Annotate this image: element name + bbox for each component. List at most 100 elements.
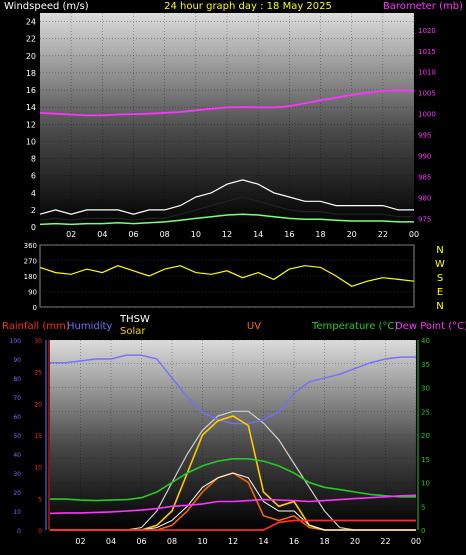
humidity-tick-label: 80 bbox=[13, 376, 21, 383]
wind-x-tick-label: 02 bbox=[66, 230, 76, 239]
barometer-tick-label: 1000 bbox=[418, 111, 436, 119]
dewpoint-line bbox=[49, 494, 417, 515]
rainfall-tick-label: 5 bbox=[38, 496, 42, 503]
direction-panel-series bbox=[39, 265, 415, 287]
rainfall-tick-label: 25 bbox=[34, 370, 42, 377]
barometer-tick-label: 1010 bbox=[418, 69, 436, 77]
compass-label: S bbox=[437, 273, 443, 284]
humidity-tick-label: 70 bbox=[13, 395, 21, 402]
barometer-tick-label: 985 bbox=[418, 174, 431, 182]
rainfall-axis-label: Rainfall (mm) bbox=[2, 321, 70, 332]
humidity-tick-labels: 0 10 20 30 40 50 60 70 80 90 100 bbox=[10, 338, 22, 535]
humidity-line bbox=[50, 354, 416, 425]
temperature-axis-label: Temperature (°C) bbox=[311, 321, 398, 332]
temperature-x-tick-label: 18 bbox=[319, 537, 329, 546]
windspeed-line bbox=[39, 196, 414, 221]
humidity-tick-label: 50 bbox=[13, 433, 21, 440]
wind-panel-series bbox=[39, 89, 415, 226]
rainfall-tick-labels: 0 5 10 15 20 25 30 bbox=[34, 338, 42, 535]
humidity-tick-label: 10 bbox=[13, 509, 21, 516]
wind-x-tick-label: 00 bbox=[409, 230, 419, 239]
humidity-tick-label: 30 bbox=[13, 471, 21, 478]
wind-panel-background bbox=[40, 13, 414, 227]
windspeed-tick-label: 8 bbox=[31, 155, 36, 164]
temperature-panel-grid bbox=[50, 339, 417, 531]
wind-x-tick-label: 06 bbox=[128, 230, 138, 239]
temperature-x-tick-label: 14 bbox=[258, 537, 268, 546]
direction-tick-label: 90 bbox=[28, 289, 37, 297]
temperature-tick-label: 0 bbox=[421, 527, 425, 535]
direction-tick-label: 180 bbox=[24, 273, 37, 281]
temperature-x-tick-label: 02 bbox=[75, 537, 85, 546]
wind-x-tick-label: 16 bbox=[284, 230, 294, 239]
wind-x-tick-label: 04 bbox=[97, 230, 107, 239]
windspeed-tick-label: 16 bbox=[26, 86, 36, 95]
humidity-tick-label: 40 bbox=[13, 452, 21, 459]
temperature-tick-label: 10 bbox=[421, 480, 430, 488]
wind-average-line bbox=[39, 213, 414, 226]
humidity-tick-label: 90 bbox=[13, 357, 21, 364]
graph-title: 24 hour graph day : 18 May 2025 bbox=[164, 1, 332, 12]
compass-label: N bbox=[436, 301, 443, 312]
temperature-tick-label: 25 bbox=[421, 408, 430, 416]
temperature-tick-label: 15 bbox=[421, 456, 430, 464]
barometer-tick-label: 1020 bbox=[418, 27, 436, 35]
windspeed-tick-label: 10 bbox=[26, 137, 36, 146]
barometer-tick-label: 975 bbox=[418, 216, 431, 224]
temperature-x-tick-label: 04 bbox=[106, 537, 116, 546]
windspeed-tick-label: 2 bbox=[31, 206, 36, 215]
windspeed-axis-label: Windspeed (m/s) bbox=[4, 1, 89, 12]
thsw-label: THSW bbox=[119, 314, 150, 325]
humidity-tick-label: 20 bbox=[13, 490, 21, 497]
temperature-tick-label: 30 bbox=[421, 385, 430, 393]
rainfall-tick-label: 30 bbox=[34, 338, 42, 345]
wind-x-tick-label: 18 bbox=[315, 230, 325, 239]
humidity-axis-label: Humidity bbox=[67, 321, 112, 332]
windspeed-tick-label: 0 bbox=[31, 223, 36, 232]
wind-x-tick-label: 14 bbox=[253, 230, 263, 239]
humidity-tick-label: 0 bbox=[17, 528, 21, 535]
rainfall-tick-label: 20 bbox=[34, 401, 42, 408]
compass-label: N bbox=[436, 245, 443, 256]
temperature-tick-label: 20 bbox=[421, 432, 430, 440]
windspeed-tick-label: 6 bbox=[31, 172, 36, 181]
temperature-x-tick-label: 12 bbox=[228, 537, 238, 546]
humidity-tick-label: 100 bbox=[10, 338, 22, 345]
temperature-x-tick-label: 10 bbox=[197, 537, 207, 546]
windspeed-tick-label: 14 bbox=[26, 103, 36, 112]
barometer-tick-labels: 975 980 985 990 995 1000 1005 1010 1015 1020 bbox=[418, 27, 436, 224]
temperature-tick-label: 5 bbox=[421, 503, 425, 511]
wind-panel-x-tick-labels: 02 04 06 08 10 12 14 16 18 20 22 00 bbox=[66, 230, 419, 239]
barometer-line bbox=[39, 89, 415, 117]
temperature-panel-x-tick-labels: 02 04 06 08 10 12 14 16 18 20 22 00 bbox=[75, 537, 421, 546]
direction-tick-labels: 0 90 180 270 360 bbox=[24, 242, 37, 312]
dewpoint-axis-label: Dew Point (°C) bbox=[395, 321, 466, 332]
temperature-x-tick-label: 22 bbox=[380, 537, 390, 546]
uv-label: UV bbox=[247, 321, 261, 332]
temperature-tick-label: 35 bbox=[421, 361, 430, 369]
wind-x-tick-label: 12 bbox=[222, 230, 232, 239]
barometer-axis-label: Barometer (mb) bbox=[383, 1, 463, 12]
solar-label: Solar bbox=[120, 326, 146, 337]
barometer-tick-label: 995 bbox=[418, 132, 431, 140]
compass-label: W bbox=[435, 259, 445, 270]
rainfall-tick-label: 15 bbox=[34, 433, 42, 440]
wind-x-tick-label: 10 bbox=[191, 230, 201, 239]
temperature-x-tick-label: 16 bbox=[289, 537, 299, 546]
windspeed-tick-label: 22 bbox=[26, 35, 36, 44]
windspeed-tick-label: 18 bbox=[26, 69, 36, 78]
temperature-tick-labels: 0 5 10 15 20 25 30 35 40 bbox=[421, 337, 430, 535]
wind-x-tick-label: 08 bbox=[160, 230, 170, 239]
barometer-tick-label: 1015 bbox=[418, 48, 436, 56]
windspeed-tick-label: 12 bbox=[26, 120, 36, 129]
direction-tick-label: 270 bbox=[24, 258, 37, 266]
temperature-tick-label: 40 bbox=[421, 337, 430, 345]
direction-tick-label: 360 bbox=[24, 242, 37, 250]
windspeed-tick-label: 4 bbox=[31, 189, 36, 198]
humidity-tick-label: 60 bbox=[13, 414, 21, 421]
temperature-x-tick-label: 06 bbox=[136, 537, 146, 546]
barometer-tick-label: 990 bbox=[418, 153, 431, 161]
